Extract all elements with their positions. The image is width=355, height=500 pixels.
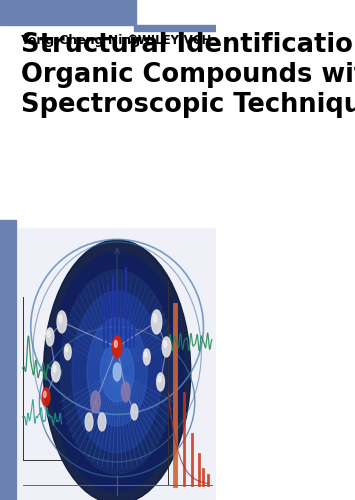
- Circle shape: [112, 336, 122, 358]
- Circle shape: [144, 352, 147, 358]
- Bar: [18, 228, 216, 500]
- Text: ®WILEY·VCH: ®WILEY·VCH: [126, 34, 212, 47]
- Circle shape: [143, 349, 150, 365]
- Circle shape: [59, 315, 62, 322]
- Circle shape: [53, 366, 56, 372]
- Circle shape: [64, 344, 71, 360]
- Ellipse shape: [50, 252, 184, 492]
- Circle shape: [153, 314, 157, 322]
- Circle shape: [152, 310, 162, 334]
- Circle shape: [121, 382, 130, 402]
- Ellipse shape: [87, 318, 147, 426]
- Circle shape: [85, 413, 93, 431]
- Circle shape: [114, 340, 117, 347]
- Ellipse shape: [44, 240, 191, 500]
- Circle shape: [42, 388, 50, 406]
- Circle shape: [162, 337, 171, 357]
- Circle shape: [46, 328, 54, 346]
- Circle shape: [164, 340, 167, 347]
- Bar: [0, 0, 136, 25]
- Ellipse shape: [60, 270, 174, 474]
- Bar: [134, 25, 216, 31]
- Circle shape: [91, 391, 100, 413]
- Bar: [0, 220, 16, 500]
- Circle shape: [98, 413, 106, 431]
- Circle shape: [51, 362, 60, 382]
- Circle shape: [131, 404, 138, 420]
- Circle shape: [113, 363, 121, 381]
- Text: Yong-Cheng Ning: Yong-Cheng Ning: [21, 34, 141, 47]
- Circle shape: [158, 376, 161, 382]
- Ellipse shape: [72, 291, 162, 453]
- Ellipse shape: [100, 342, 134, 402]
- Circle shape: [157, 373, 164, 391]
- Circle shape: [57, 311, 66, 333]
- Circle shape: [65, 346, 68, 352]
- Circle shape: [48, 331, 50, 338]
- Circle shape: [43, 391, 46, 398]
- Text: Structural Identification of
Organic Compounds with
Spectroscopic Techniques: Structural Identification of Organic Com…: [21, 32, 355, 117]
